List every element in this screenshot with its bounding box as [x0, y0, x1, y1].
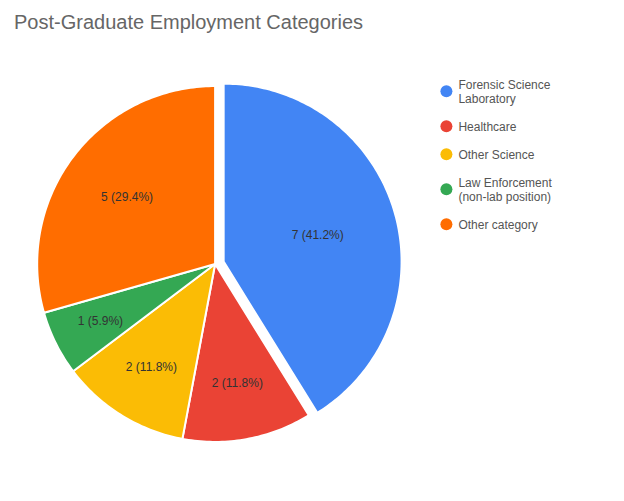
svg-text:Other category: Other category: [458, 218, 537, 232]
svg-text:2 (11.8%): 2 (11.8%): [212, 376, 263, 390]
svg-text:Law Enforcement(non-lab positi: Law Enforcement(non-lab position): [458, 176, 552, 204]
svg-text:7 (41.2%): 7 (41.2%): [292, 228, 344, 242]
svg-text:Other Science: Other Science: [458, 148, 534, 162]
svg-text:2 (11.8%): 2 (11.8%): [126, 360, 177, 374]
html-text:Post-Graduate Employment Categ: Post-Graduate Employment Categories: [14, 11, 364, 33]
svg-text:Forensic ScienceLaboratory: Forensic ScienceLaboratory: [458, 78, 550, 106]
svg-text:1 (5.9%): 1 (5.9%): [78, 314, 123, 328]
svg-text:Healthcare: Healthcare: [458, 120, 516, 134]
svg-text:5 (29.4%): 5 (29.4%): [101, 190, 153, 204]
